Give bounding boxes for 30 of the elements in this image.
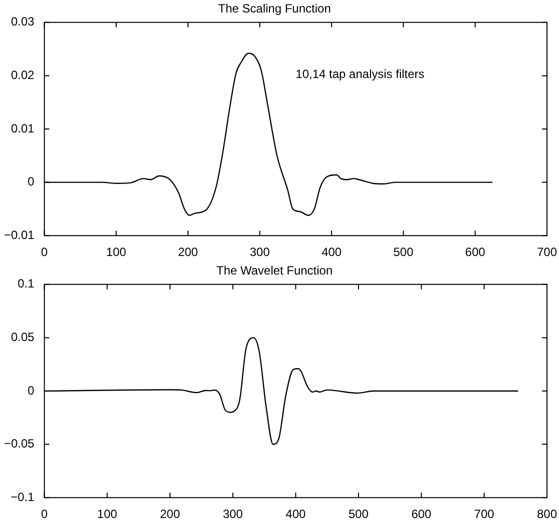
x-tick-label: 400	[322, 245, 342, 260]
x-tick-label: 500	[393, 245, 414, 260]
y-tick-label: 0	[28, 174, 35, 189]
annotation: 10,14 tap analysis filters	[296, 66, 424, 81]
y-tick-label: −0.05	[4, 436, 35, 451]
x-tick-label: 400	[286, 507, 306, 522]
chart-title: The Scaling Function	[218, 2, 331, 16]
x-tick-label: 200	[178, 245, 198, 260]
y-tick-label: −0.01	[4, 228, 35, 242]
x-tick-label: 300	[222, 507, 244, 522]
x-tick-label: 800	[536, 507, 558, 522]
y-tick-label: 0.05	[11, 330, 35, 344]
x-tick-label: 100	[106, 245, 126, 260]
x-tick-label: 0	[41, 507, 48, 522]
chart-title: The Wavelet Function	[216, 264, 333, 278]
x-tick-label: 600	[465, 245, 486, 260]
y-tick-label: 0.1	[18, 276, 35, 291]
x-tick-label: 200	[160, 507, 180, 522]
y-tick-label: 0.02	[11, 68, 35, 82]
x-tick-label: 0	[41, 245, 48, 260]
x-tick-label: 700	[536, 245, 558, 260]
y-tick-label: 0.01	[11, 121, 35, 136]
x-tick-label: 700	[474, 507, 494, 522]
y-tick-label: 0	[28, 383, 35, 398]
x-tick-label: 500	[348, 507, 369, 522]
x-tick-label: 600	[411, 507, 432, 522]
x-tick-label: 300	[250, 245, 270, 260]
x-tick-label: 100	[97, 507, 118, 522]
y-tick-label: 0.03	[11, 14, 35, 29]
y-tick-label: −0.1	[10, 490, 35, 504]
